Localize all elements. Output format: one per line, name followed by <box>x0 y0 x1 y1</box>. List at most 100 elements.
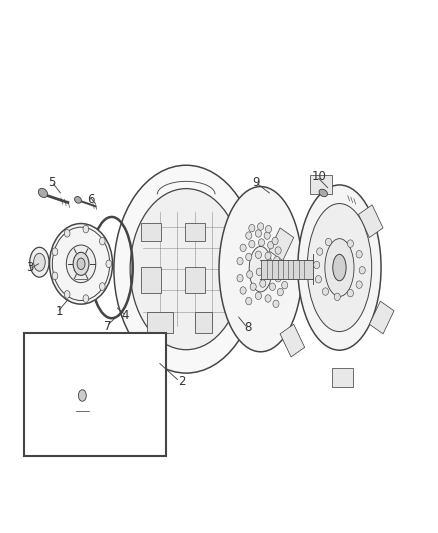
Circle shape <box>249 240 255 248</box>
Circle shape <box>240 287 246 294</box>
Circle shape <box>240 244 246 252</box>
Circle shape <box>269 283 276 290</box>
Bar <box>185 223 205 241</box>
Ellipse shape <box>319 189 328 197</box>
Ellipse shape <box>52 248 58 256</box>
Ellipse shape <box>64 229 70 237</box>
Bar <box>195 312 212 333</box>
Text: 8: 8 <box>244 321 251 334</box>
Circle shape <box>249 224 255 232</box>
Bar <box>358 205 383 238</box>
Ellipse shape <box>83 295 88 302</box>
Circle shape <box>272 237 278 245</box>
Circle shape <box>258 239 265 246</box>
Ellipse shape <box>66 245 96 282</box>
Ellipse shape <box>333 254 346 281</box>
Circle shape <box>273 300 279 308</box>
Ellipse shape <box>74 197 81 203</box>
Ellipse shape <box>85 357 90 365</box>
Text: 6: 6 <box>87 193 95 206</box>
Circle shape <box>334 293 340 301</box>
Ellipse shape <box>78 390 86 401</box>
Circle shape <box>315 276 321 283</box>
Circle shape <box>356 251 362 258</box>
Bar <box>332 368 353 387</box>
Ellipse shape <box>53 403 59 411</box>
Circle shape <box>256 268 262 276</box>
Circle shape <box>260 280 266 287</box>
Ellipse shape <box>34 253 45 271</box>
Ellipse shape <box>85 426 90 434</box>
Ellipse shape <box>219 187 302 352</box>
Circle shape <box>246 232 252 239</box>
Circle shape <box>325 238 332 246</box>
Circle shape <box>258 223 264 230</box>
Ellipse shape <box>101 414 106 422</box>
Ellipse shape <box>307 204 372 332</box>
Bar <box>147 312 173 333</box>
Ellipse shape <box>99 237 105 245</box>
Ellipse shape <box>64 290 70 298</box>
Circle shape <box>250 283 256 290</box>
Circle shape <box>268 241 274 249</box>
Text: 7: 7 <box>103 320 111 333</box>
Circle shape <box>274 256 280 264</box>
Circle shape <box>359 266 365 274</box>
Circle shape <box>347 289 353 297</box>
Circle shape <box>275 274 281 282</box>
Ellipse shape <box>73 252 89 276</box>
Ellipse shape <box>49 223 113 304</box>
Ellipse shape <box>101 369 106 377</box>
Bar <box>280 324 305 357</box>
Text: 3: 3 <box>26 261 33 274</box>
Ellipse shape <box>38 188 48 198</box>
Circle shape <box>356 281 362 288</box>
Circle shape <box>237 257 243 265</box>
Ellipse shape <box>325 239 354 296</box>
Text: 2: 2 <box>178 375 186 387</box>
Ellipse shape <box>74 384 90 407</box>
Circle shape <box>255 230 261 237</box>
Bar <box>141 266 161 293</box>
Circle shape <box>246 297 252 305</box>
Circle shape <box>265 252 271 260</box>
Ellipse shape <box>77 258 85 270</box>
Ellipse shape <box>53 379 59 387</box>
Ellipse shape <box>298 185 381 350</box>
Ellipse shape <box>66 361 71 369</box>
Circle shape <box>347 240 353 247</box>
Bar <box>269 228 294 261</box>
Ellipse shape <box>30 247 49 277</box>
Ellipse shape <box>51 355 114 436</box>
Ellipse shape <box>249 246 272 292</box>
Circle shape <box>255 251 261 259</box>
Ellipse shape <box>52 272 58 280</box>
Text: 5: 5 <box>48 176 55 189</box>
Circle shape <box>246 253 252 261</box>
Circle shape <box>247 271 253 278</box>
Text: 9: 9 <box>252 176 260 189</box>
Circle shape <box>265 225 272 233</box>
Bar <box>310 175 332 194</box>
Circle shape <box>277 288 283 296</box>
Circle shape <box>275 247 281 254</box>
Bar <box>369 301 394 334</box>
Circle shape <box>237 274 243 282</box>
Ellipse shape <box>99 282 105 290</box>
Circle shape <box>266 269 272 277</box>
Circle shape <box>314 261 320 269</box>
Ellipse shape <box>83 225 88 233</box>
Bar <box>261 260 313 279</box>
Circle shape <box>281 264 287 271</box>
Bar <box>24 333 166 456</box>
Text: 1: 1 <box>55 305 63 318</box>
Circle shape <box>255 292 261 300</box>
Text: 4: 4 <box>121 309 129 322</box>
Ellipse shape <box>114 165 258 373</box>
Bar <box>185 266 205 293</box>
Circle shape <box>264 232 270 239</box>
Ellipse shape <box>66 422 71 430</box>
Circle shape <box>322 288 328 295</box>
Circle shape <box>282 281 288 289</box>
Ellipse shape <box>67 377 97 414</box>
